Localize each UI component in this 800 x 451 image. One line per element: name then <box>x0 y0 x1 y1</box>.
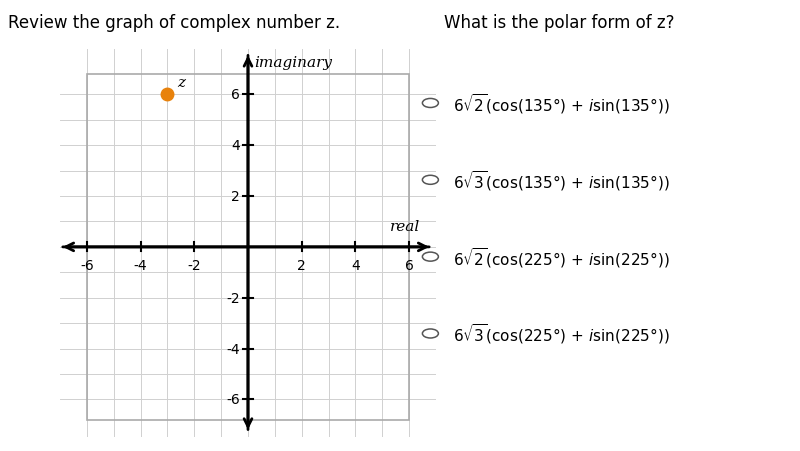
Text: $6\sqrt{3}$(cos(225°) + $\mathit{i}$sin(225°)): $6\sqrt{3}$(cos(225°) + $\mathit{i}$sin(… <box>453 322 670 345</box>
Text: What is the polar form of z?: What is the polar form of z? <box>444 14 674 32</box>
Text: imaginary: imaginary <box>254 56 333 70</box>
Text: $6\sqrt{3}$(cos(135°) + $\mathit{i}$sin(135°)): $6\sqrt{3}$(cos(135°) + $\mathit{i}$sin(… <box>453 169 670 192</box>
Text: -4: -4 <box>226 342 240 356</box>
Text: -6: -6 <box>226 392 240 406</box>
Text: 2: 2 <box>231 190 240 203</box>
Text: -6: -6 <box>80 259 94 273</box>
Text: 4: 4 <box>351 259 360 273</box>
Text: 6: 6 <box>231 88 240 102</box>
Text: $6\sqrt{2}$(cos(225°) + $\mathit{i}$sin(225°)): $6\sqrt{2}$(cos(225°) + $\mathit{i}$sin(… <box>453 245 670 269</box>
Text: Review the graph of complex number z.: Review the graph of complex number z. <box>8 14 340 32</box>
Text: real: real <box>390 220 420 234</box>
Text: 4: 4 <box>231 139 240 153</box>
Text: $6\sqrt{2}$(cos(135°) + $\mathit{i}$sin(135°)): $6\sqrt{2}$(cos(135°) + $\mathit{i}$sin(… <box>453 92 670 115</box>
Text: -2: -2 <box>187 259 201 273</box>
Text: 2: 2 <box>298 259 306 273</box>
Text: -2: -2 <box>226 291 240 305</box>
Text: z: z <box>177 76 185 90</box>
Text: -4: -4 <box>134 259 147 273</box>
Text: 6: 6 <box>405 259 414 273</box>
